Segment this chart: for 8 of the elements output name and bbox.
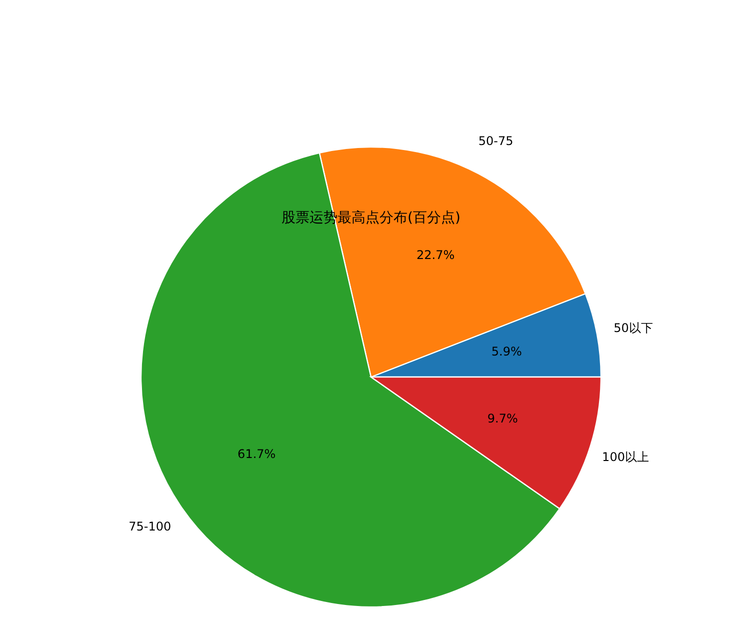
slice-label: 100以上 xyxy=(602,450,649,464)
data-label: 61.7% xyxy=(238,447,276,462)
data-label: 5.9% xyxy=(491,344,522,359)
data-label: 22.7% xyxy=(416,248,455,262)
data-label: 9.7% xyxy=(487,411,518,426)
slice-label: 75-100 xyxy=(128,519,172,534)
slice-label: 50-75 xyxy=(478,134,514,148)
slice-label: 50以下 xyxy=(614,320,653,335)
